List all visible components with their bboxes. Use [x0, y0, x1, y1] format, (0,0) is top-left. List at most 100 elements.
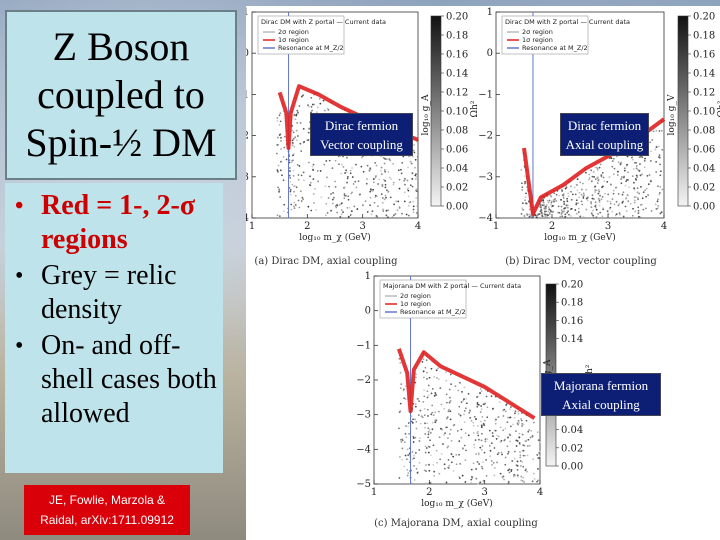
relic-density-point: [276, 117, 279, 119]
relic-density-point: [467, 434, 470, 437]
relic-density-point: [610, 157, 613, 160]
relic-density-point: [600, 175, 603, 178]
relic-density-point: [519, 465, 522, 467]
relic-density-point: [649, 180, 652, 183]
relic-density-point: [654, 203, 657, 206]
relic-density-point: [628, 186, 630, 189]
relic-density-point: [434, 421, 437, 424]
relic-density-point: [424, 433, 427, 435]
relic-density-point: [521, 189, 524, 191]
relic-density-point: [570, 207, 573, 210]
relic-density-point: [316, 169, 319, 172]
relic-density-point: [606, 210, 609, 213]
bullet-item: • Grey = relic density: [15, 259, 217, 327]
relic-density-point: [346, 156, 348, 159]
relic-density-point: [376, 215, 379, 218]
relic-density-point: [558, 194, 561, 197]
relic-density-point: [638, 156, 641, 158]
relic-density-point: [540, 212, 543, 215]
relic-density-point: [521, 207, 524, 210]
relic-density-point: [382, 208, 384, 211]
relic-density-point: [419, 409, 422, 412]
relic-density-point: [475, 468, 477, 470]
relic-density-point: [328, 159, 331, 162]
relic-density-point: [509, 434, 512, 437]
legend-entry: 2σ region: [400, 292, 431, 300]
relic-density-point: [378, 178, 380, 181]
relic-density-point: [597, 197, 600, 200]
relic-density-point: [618, 212, 621, 215]
relic-density-point: [280, 136, 282, 139]
relic-density-point: [509, 425, 512, 428]
relic-density-point: [531, 480, 534, 483]
relic-density-point: [449, 428, 452, 431]
relic-density-point: [633, 201, 636, 204]
relic-density-point: [349, 214, 352, 216]
relic-density-point: [617, 204, 620, 207]
relic-density-point: [647, 183, 650, 186]
relic-density-point: [499, 426, 502, 429]
relic-density-point: [520, 419, 523, 422]
relic-density-point: [277, 170, 279, 173]
relic-density-point: [435, 449, 438, 452]
relic-density-point: [357, 180, 360, 183]
relic-density-point: [505, 404, 508, 406]
relic-density-point: [358, 193, 361, 196]
relic-density-point: [611, 160, 614, 162]
colorbar-tick-label: 0.16: [561, 316, 583, 327]
relic-density-point: [425, 482, 428, 485]
relic-density-point: [381, 185, 384, 187]
relic-density-point: [407, 422, 410, 424]
relic-density-point: [509, 408, 511, 410]
relic-density-point: [550, 201, 553, 204]
relic-density-point: [292, 131, 295, 134]
relic-density-point: [400, 441, 403, 443]
relic-density-point: [464, 432, 467, 435]
relic-density-point: [542, 216, 545, 218]
relic-density-point: [494, 422, 497, 425]
relic-density-point: [431, 404, 434, 407]
x-tick-label: 4: [661, 221, 667, 232]
relic-density-point: [353, 205, 356, 208]
y-tick-label: −1: [478, 89, 493, 100]
relic-density-point: [577, 211, 580, 213]
relic-density-point: [334, 180, 336, 183]
relic-density-point: [412, 208, 415, 211]
relic-density-point: [303, 179, 305, 182]
relic-density-point: [637, 212, 640, 214]
relic-density-point: [615, 213, 618, 216]
relic-density-point: [410, 420, 413, 423]
relic-density-point: [450, 461, 453, 464]
colorbar-label: Ωh²: [585, 364, 595, 381]
relic-density-point: [475, 418, 477, 421]
relic-density-point: [339, 215, 342, 218]
x-tick-label: 1: [493, 221, 499, 232]
relic-density-point: [478, 463, 481, 465]
relic-density-point: [443, 463, 446, 466]
relic-density-point: [412, 418, 414, 421]
relic-density-point: [559, 215, 562, 218]
y-tick-label: −2: [246, 131, 249, 142]
relic-density-point: [477, 434, 480, 437]
relic-density-point: [404, 183, 406, 186]
relic-density-point: [312, 169, 315, 172]
relic-density-point: [594, 201, 597, 204]
relic-density-point: [524, 181, 527, 183]
relic-density-point: [470, 482, 473, 484]
relic-density-point: [291, 129, 294, 132]
relic-density-point: [601, 186, 603, 189]
relic-density-point: [509, 416, 512, 419]
relic-density-point: [280, 160, 282, 163]
colorbar-tick-label: 0.16: [446, 50, 468, 61]
relic-density-point: [595, 166, 598, 169]
relic-density-point: [372, 178, 375, 180]
relic-density-point: [579, 215, 582, 218]
tag-line-1: Dirac fermion: [567, 118, 642, 133]
relic-density-point: [292, 169, 295, 172]
relic-density-point: [277, 164, 280, 167]
relic-density-point: [521, 186, 524, 189]
relic-density-point: [458, 477, 461, 479]
relic-density-point: [513, 450, 516, 453]
relic-density-point: [438, 410, 440, 413]
relic-density-point: [411, 172, 414, 175]
